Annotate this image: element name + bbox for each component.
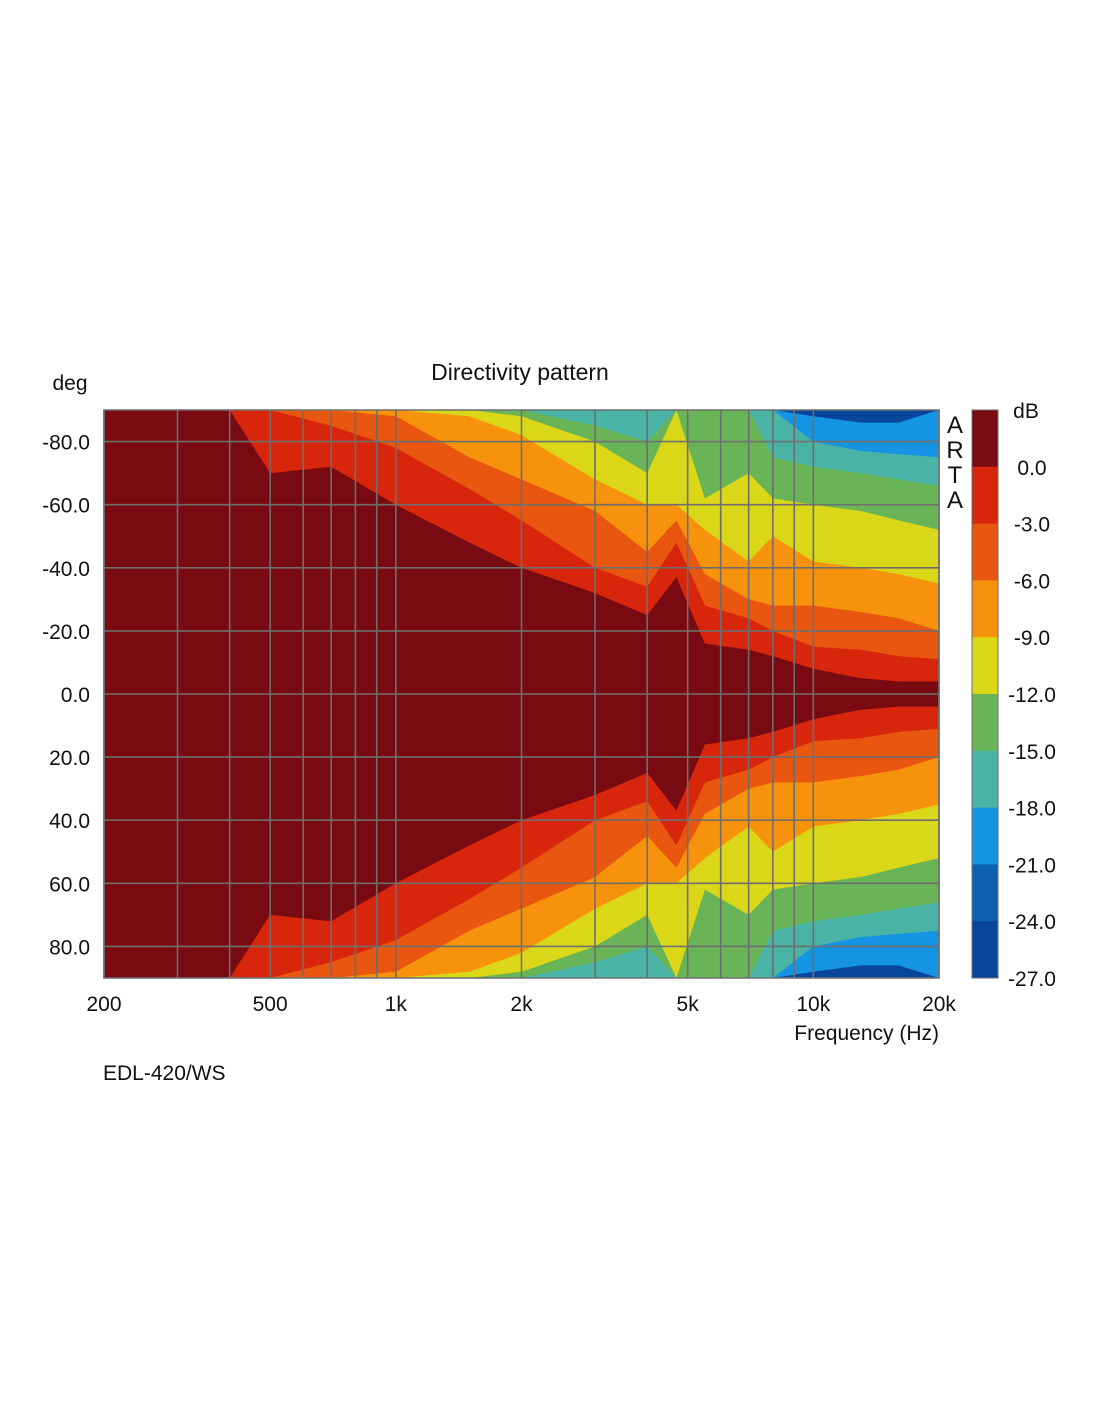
colorbar-tick-label: -24.0	[1008, 911, 1056, 934]
y-tick-label: -40.0	[42, 558, 90, 581]
colorbar-unit: dB	[1013, 400, 1039, 423]
colorbar-swatch	[972, 694, 998, 752]
y-axis-ticks: -80.0 -60.0 -40.0 -20.0 0.0 20.0 40.0 60.0 80.0	[42, 432, 90, 960]
y-tick-label: 0.0	[61, 684, 90, 707]
colorbar-tick-label: -12.0	[1008, 684, 1056, 707]
colorbar-swatch	[972, 580, 998, 638]
x-tick-label: 5k	[677, 993, 700, 1016]
y-tick-label: 20.0	[49, 747, 90, 770]
arta-letter: R	[946, 437, 963, 464]
y-tick-label: -60.0	[42, 495, 90, 518]
colorbar-swatch	[972, 807, 998, 865]
chart-title: Directivity pattern	[431, 359, 609, 385]
arta-letter: T	[948, 462, 963, 489]
colorbar-tick-label: 0.0	[1017, 457, 1046, 480]
grid	[103, 410, 940, 978]
x-tick-label: 20k	[922, 993, 956, 1016]
colorbar-tick-label: -9.0	[1014, 627, 1050, 650]
x-tick-label: 200	[86, 993, 121, 1016]
x-tick-label: 2k	[510, 993, 533, 1016]
colorbar-tick-label: -27.0	[1008, 968, 1056, 991]
colorbar-tick-label: -21.0	[1008, 854, 1056, 877]
x-axis-label: Frequency (Hz)	[794, 1022, 939, 1045]
x-tick-label: 10k	[796, 993, 830, 1016]
colorbar-ticks: 0.0 -3.0 -6.0 -9.0 -12.0 -15.0 -18.0 -21.0 -24.0…	[1008, 457, 1056, 991]
colorbar-swatch	[972, 410, 998, 468]
y-tick-label: 80.0	[49, 936, 90, 959]
colorbar-swatch	[972, 637, 998, 695]
y-tick-label: 60.0	[49, 873, 90, 896]
y-tick-label: -80.0	[42, 432, 90, 455]
colorbar-swatch	[972, 466, 998, 525]
y-axis-label: deg	[52, 372, 87, 395]
colorbar-swatch	[972, 864, 998, 922]
x-tick-label: 500	[253, 993, 288, 1016]
y-tick-label: 40.0	[49, 810, 90, 833]
colorbar	[971, 409, 999, 979]
colorbar-swatch	[972, 523, 998, 581]
model-annotation: EDL-420/WS	[103, 1062, 226, 1085]
plot-border	[103, 409, 940, 979]
arta-letter: A	[947, 412, 963, 439]
x-tick-label: 1k	[385, 993, 408, 1016]
arta-letter: A	[947, 487, 963, 514]
colorbar-tick-label: -15.0	[1008, 741, 1056, 764]
colorbar-border	[971, 409, 999, 979]
y-tick-label: -20.0	[42, 621, 90, 644]
colorbar-swatch	[972, 921, 998, 979]
colorbar-swatch	[972, 750, 998, 809]
colorbar-tick-label: -3.0	[1014, 514, 1050, 537]
x-axis-ticks: 200 500 1k 2k 5k 10k 20k	[86, 993, 956, 1016]
colorbar-tick-label: -6.0	[1014, 570, 1050, 593]
colorbar-tick-label: -18.0	[1008, 798, 1056, 821]
